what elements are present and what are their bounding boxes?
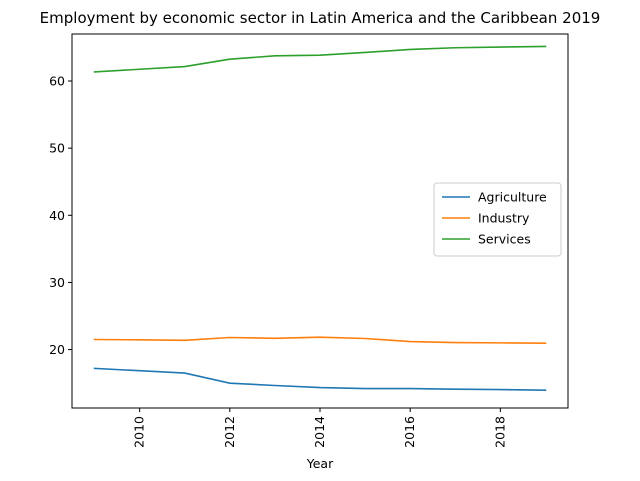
x-tick-label: 2012: [222, 416, 237, 448]
chart-title: Employment by economic sector in Latin A…: [40, 9, 601, 27]
plot-frame: [71, 33, 569, 409]
y-tick-label: 40: [49, 208, 65, 223]
y-tick-label: 30: [49, 275, 65, 290]
y-tick-label: 50: [49, 141, 65, 156]
x-tick-label: 2010: [132, 416, 147, 448]
legend-label-services: Services: [478, 232, 531, 247]
legend-label-industry: Industry: [478, 211, 530, 226]
legend: Agriculture Industry Services: [433, 182, 562, 257]
x-tick-label: 2014: [312, 416, 327, 448]
x-axis-label: Year: [306, 456, 334, 471]
series-line-industry: [93, 336, 547, 345]
legend-box: [433, 182, 562, 257]
x-axis: 2010 2012 2014 2016 2018: [132, 408, 507, 448]
x-tick-label: 2016: [402, 416, 417, 448]
x-tick-label: 2018: [492, 416, 507, 448]
series-lines: [93, 45, 547, 392]
y-tick-label: 20: [49, 342, 65, 357]
y-axis: 20 30 40 50 60: [49, 74, 72, 357]
legend-label-agriculture: Agriculture: [478, 190, 547, 205]
y-tick-label: 60: [49, 74, 65, 89]
series-line-agriculture: [93, 367, 547, 392]
series-line-services: [93, 45, 547, 73]
